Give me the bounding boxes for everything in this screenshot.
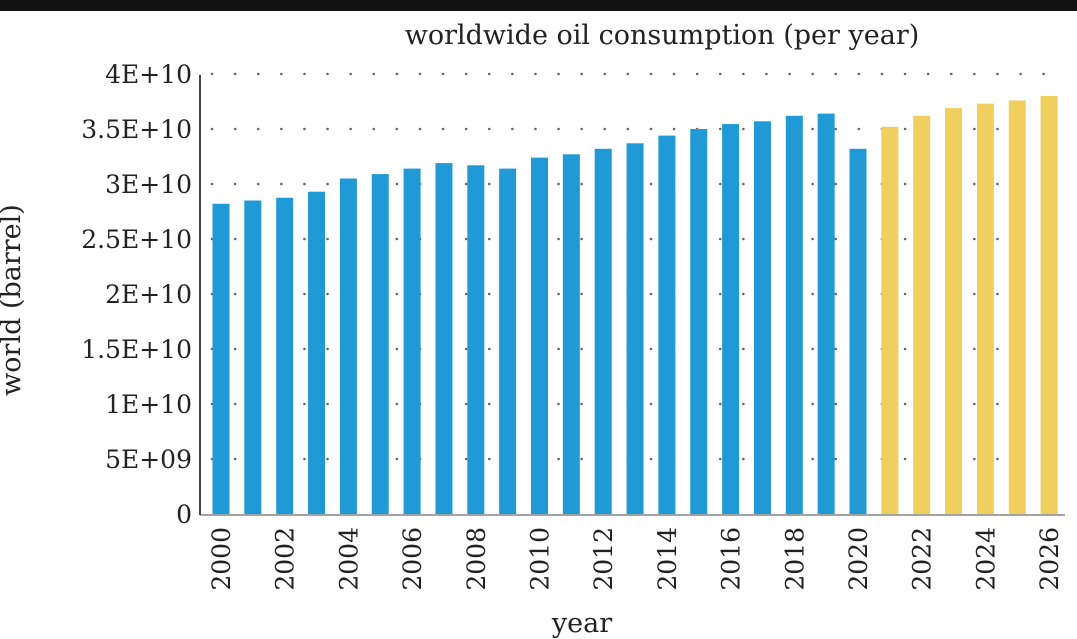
chart-title: worldwide oil consumption (per year)	[405, 20, 920, 51]
bars	[212, 96, 1058, 515]
top-bar	[0, 0, 1077, 11]
bar-historical-2004	[339, 178, 357, 514]
x-tick-label: 2008	[462, 527, 491, 591]
y-tick-label: 3E+10	[105, 170, 192, 199]
bar-historical-2012	[594, 148, 612, 515]
bar-historical-2018	[785, 115, 803, 515]
x-tick-label: 2022	[908, 527, 937, 591]
bar-historical-2015	[690, 129, 708, 514]
bar-historical-2002	[276, 197, 294, 514]
y-tick-label: 2E+10	[105, 280, 192, 309]
bar-forecast-2021	[881, 126, 899, 515]
bar-historical-2007	[435, 163, 453, 514]
y-tick-label: 2.5E+10	[81, 225, 192, 254]
x-tick-label: 2000	[207, 527, 236, 591]
y-tick-labels: 0 5E+09 1E+10 1.5E+10 2E+10 2.5E+10 3E+10 3.5E+…	[81, 60, 192, 529]
bar-historical-2003	[308, 191, 326, 514]
bar-historical-2001	[244, 200, 262, 514]
x-axis-label: year	[551, 608, 612, 639]
y-tick-label: 1E+10	[105, 390, 192, 419]
bar-historical-2016	[722, 124, 740, 515]
y-tick-label: 0	[176, 500, 192, 529]
x-tick-label: 2020	[844, 527, 873, 591]
x-tick-label: 2012	[589, 527, 618, 591]
x-tick-label: 2006	[398, 527, 427, 591]
x-tick-label: 2016	[717, 527, 746, 591]
x-tick-label: 2026	[1035, 527, 1064, 591]
bar-historical-2019	[817, 113, 835, 514]
x-tick-label: 2018	[780, 527, 809, 591]
bar-forecast-2024	[976, 103, 994, 514]
bar-forecast-2026	[1040, 96, 1058, 514]
y-axis-label: world (barrel)	[0, 204, 27, 396]
bar-historical-2010	[531, 157, 548, 514]
bar-historical-2017	[753, 121, 771, 515]
x-tick-label: 2014	[653, 527, 682, 591]
y-tick-label: 3.5E+10	[81, 115, 192, 144]
bar-historical-2020	[849, 148, 867, 515]
y-tick-label: 5E+09	[105, 445, 192, 474]
bar-historical-2011	[562, 154, 580, 515]
x-tick-label: 2024	[971, 527, 1000, 591]
x-tick-label: 2002	[271, 527, 300, 591]
bar-historical-2000	[212, 203, 230, 515]
bar-historical-2006	[403, 168, 421, 514]
bar-forecast-2025	[1008, 100, 1026, 515]
bar-forecast-2023	[945, 108, 963, 514]
bar-historical-2014	[658, 135, 676, 514]
x-tick-label: 2010	[526, 527, 555, 591]
x-tick-labels: 2000 2002 2004 2006 2008 2010 2012 2014 2016 2018…	[207, 527, 1064, 591]
bar-historical-2009	[499, 168, 517, 514]
bar-historical-2008	[467, 165, 485, 515]
y-tick-label: 1.5E+10	[81, 335, 192, 364]
x-tick-label: 2004	[334, 527, 363, 591]
bar-forecast-2022	[913, 115, 931, 515]
bar-historical-2013	[626, 143, 644, 515]
bar-historical-2005	[371, 174, 389, 514]
y-tick-label: 4E+10	[105, 60, 192, 89]
